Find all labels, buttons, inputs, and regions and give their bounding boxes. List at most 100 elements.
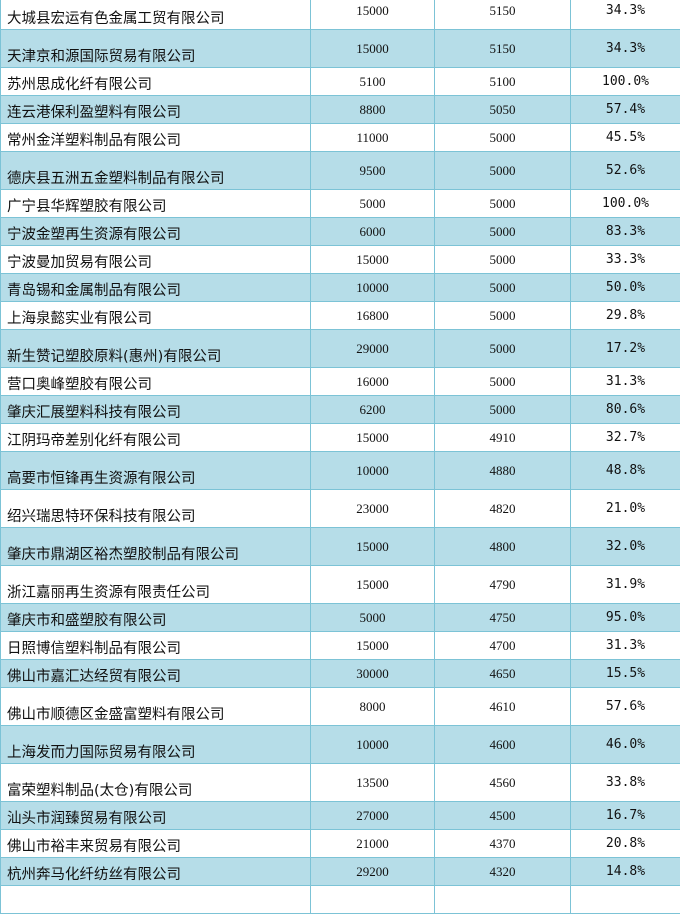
ratio-value: 17.2%	[571, 330, 680, 368]
table-row: 德庆县五洲五金塑料制品有限公司 9500 5000 52.6%	[1, 152, 680, 190]
amount-value: 4600	[435, 726, 571, 764]
amount-value: 4650	[435, 660, 571, 688]
ratio-value: 31.9%	[571, 566, 680, 604]
amount-value: 4320	[435, 858, 571, 886]
company-name: 杭州奔马化纤纺丝有限公司	[1, 858, 311, 886]
company-name: 绍兴瑞思特环保科技有限公司	[1, 490, 311, 528]
amount-value: 4610	[435, 688, 571, 726]
capacity-value: 29200	[311, 858, 435, 886]
company-name: 营口奥峰塑胶有限公司	[1, 368, 311, 396]
table-row: 宁波金塑再生资源有限公司 6000 5000 83.3%	[1, 218, 680, 246]
table-row	[1, 886, 680, 914]
capacity-value: 15000	[311, 0, 435, 30]
ratio-value: 31.3%	[571, 632, 680, 660]
capacity-value: 10000	[311, 274, 435, 302]
capacity-value: 6000	[311, 218, 435, 246]
table-row: 杭州奔马化纤纺丝有限公司 29200 4320 14.8%	[1, 858, 680, 886]
table-row: 佛山市裕丰来贸易有限公司 21000 4370 20.8%	[1, 830, 680, 858]
amount-value: 5150	[435, 0, 571, 30]
company-name: 佛山市裕丰来贸易有限公司	[1, 830, 311, 858]
amount-value: 5000	[435, 330, 571, 368]
ratio-value: 57.6%	[571, 688, 680, 726]
table-row: 苏州思成化纤有限公司 5100 5100 100.0%	[1, 68, 680, 96]
company-name: 德庆县五洲五金塑料制品有限公司	[1, 152, 311, 190]
ratio-value: 15.5%	[571, 660, 680, 688]
capacity-value	[311, 886, 435, 914]
amount-value: 5000	[435, 218, 571, 246]
capacity-value: 15000	[311, 424, 435, 452]
capacity-value: 15000	[311, 246, 435, 274]
company-name: 新生赞记塑胶原料(惠州)有限公司	[1, 330, 311, 368]
company-name: 上海泉懿实业有限公司	[1, 302, 311, 330]
ratio-value: 45.5%	[571, 124, 680, 152]
capacity-value: 8000	[311, 688, 435, 726]
ratio-value: 32.7%	[571, 424, 680, 452]
ratio-value: 21.0%	[571, 490, 680, 528]
company-name: 浙江嘉丽再生资源有限责任公司	[1, 566, 311, 604]
amount-value: 4820	[435, 490, 571, 528]
capacity-value: 29000	[311, 330, 435, 368]
amount-value: 4910	[435, 424, 571, 452]
capacity-value: 30000	[311, 660, 435, 688]
ratio-value: 57.4%	[571, 96, 680, 124]
capacity-value: 16800	[311, 302, 435, 330]
company-name: 日照博信塑料制品有限公司	[1, 632, 311, 660]
table-row: 大城县宏运有色金属工贸有限公司 15000 5150 34.3%	[1, 0, 680, 30]
table-row: 肇庆市鼎湖区裕杰塑胶制品有限公司 15000 4800 32.0%	[1, 528, 680, 566]
company-name: 江阴玛帝差别化纤有限公司	[1, 424, 311, 452]
capacity-value: 10000	[311, 452, 435, 490]
table-row: 广宁县华辉塑胶有限公司 5000 5000 100.0%	[1, 190, 680, 218]
amount-value: 5000	[435, 396, 571, 424]
table-row: 汕头市润臻贸易有限公司 27000 4500 16.7%	[1, 802, 680, 830]
table-row: 连云港保利盈塑料有限公司 8800 5050 57.4%	[1, 96, 680, 124]
table-row: 江阴玛帝差别化纤有限公司 15000 4910 32.7%	[1, 424, 680, 452]
capacity-value: 16000	[311, 368, 435, 396]
amount-value: 5000	[435, 190, 571, 218]
ratio-value: 80.6%	[571, 396, 680, 424]
amount-value: 5100	[435, 68, 571, 96]
company-name: 汕头市润臻贸易有限公司	[1, 802, 311, 830]
ratio-value: 32.0%	[571, 528, 680, 566]
amount-value: 5050	[435, 96, 571, 124]
capacity-value: 8800	[311, 96, 435, 124]
amount-value: 5150	[435, 30, 571, 68]
capacity-value: 15000	[311, 566, 435, 604]
ratio-value: 29.8%	[571, 302, 680, 330]
ratio-value: 14.8%	[571, 858, 680, 886]
capacity-value: 27000	[311, 802, 435, 830]
company-name: 广宁县华辉塑胶有限公司	[1, 190, 311, 218]
table-row: 绍兴瑞思特环保科技有限公司 23000 4820 21.0%	[1, 490, 680, 528]
company-name: 佛山市嘉汇达经贸有限公司	[1, 660, 311, 688]
ratio-value: 100.0%	[571, 190, 680, 218]
company-name: 佛山市顺德区金盛富塑料有限公司	[1, 688, 311, 726]
table-row: 肇庆市和盛塑胶有限公司 5000 4750 95.0%	[1, 604, 680, 632]
ratio-value: 52.6%	[571, 152, 680, 190]
company-name: 肇庆市鼎湖区裕杰塑胶制品有限公司	[1, 528, 311, 566]
ratio-value: 34.3%	[571, 30, 680, 68]
amount-value: 4560	[435, 764, 571, 802]
table-row: 营口奥峰塑胶有限公司 16000 5000 31.3%	[1, 368, 680, 396]
capacity-value: 5000	[311, 190, 435, 218]
table-row: 日照博信塑料制品有限公司 15000 4700 31.3%	[1, 632, 680, 660]
company-name: 苏州思成化纤有限公司	[1, 68, 311, 96]
amount-value: 4790	[435, 566, 571, 604]
capacity-value: 13500	[311, 764, 435, 802]
ratio-value: 31.3%	[571, 368, 680, 396]
company-name: 大城县宏运有色金属工贸有限公司	[1, 0, 311, 30]
amount-value	[435, 886, 571, 914]
amount-value: 4800	[435, 528, 571, 566]
table-row: 青岛锡和金属制品有限公司 10000 5000 50.0%	[1, 274, 680, 302]
company-name: 肇庆汇展塑料科技有限公司	[1, 396, 311, 424]
company-name: 青岛锡和金属制品有限公司	[1, 274, 311, 302]
capacity-value: 21000	[311, 830, 435, 858]
ratio-value: 34.3%	[571, 0, 680, 30]
table-row: 上海发而力国际贸易有限公司 10000 4600 46.0%	[1, 726, 680, 764]
ratio-value: 48.8%	[571, 452, 680, 490]
capacity-value: 5100	[311, 68, 435, 96]
table-row: 新生赞记塑胶原料(惠州)有限公司 29000 5000 17.2%	[1, 330, 680, 368]
table-row: 富荣塑料制品(太仓)有限公司 13500 4560 33.8%	[1, 764, 680, 802]
company-name: 上海发而力国际贸易有限公司	[1, 726, 311, 764]
ratio-value: 16.7%	[571, 802, 680, 830]
company-name: 天津京和源国际贸易有限公司	[1, 30, 311, 68]
